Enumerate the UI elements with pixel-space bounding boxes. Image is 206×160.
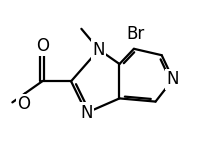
Text: N: N [167, 70, 179, 88]
Text: Br: Br [127, 25, 145, 43]
Text: O: O [36, 37, 49, 55]
Text: O: O [17, 95, 30, 113]
Text: N: N [93, 41, 105, 59]
Text: N: N [80, 104, 93, 122]
